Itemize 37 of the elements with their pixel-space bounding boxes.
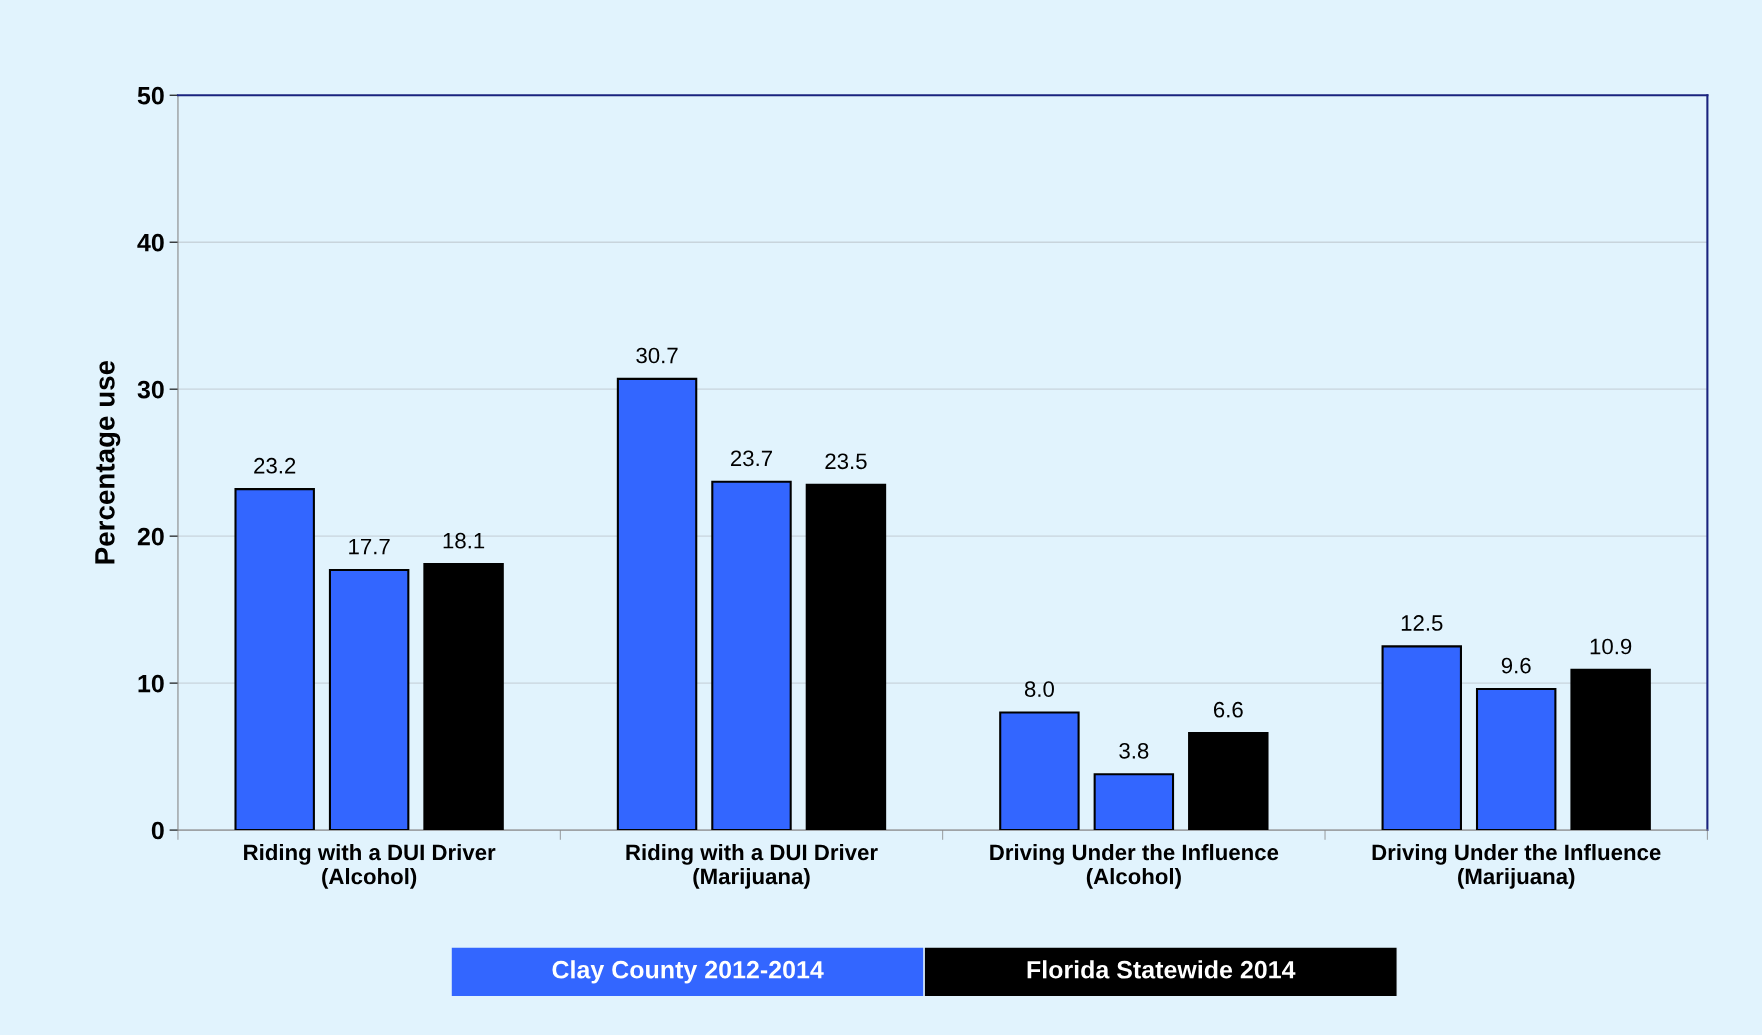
bar bbox=[423, 563, 504, 831]
y-axis-title: Percentage use bbox=[95, 360, 121, 564]
bar bbox=[616, 377, 698, 831]
text: 18.1 bbox=[443, 532, 485, 549]
text: 30.7 bbox=[636, 347, 678, 364]
x-tick-label: Riding with a DUI Driver (Alcohol) bbox=[244, 843, 496, 889]
y-tick-label: 30 bbox=[137, 380, 164, 399]
text: 9.6 bbox=[1501, 657, 1531, 674]
bar bbox=[711, 480, 792, 831]
bar bbox=[328, 568, 410, 831]
bar bbox=[805, 483, 887, 831]
text: 23.2 bbox=[254, 457, 296, 474]
text: Clay County 2012-2014 bbox=[552, 960, 824, 984]
text: 23.5 bbox=[825, 453, 867, 470]
y-tick-label: 10 bbox=[138, 674, 164, 693]
text: 6.6 bbox=[1213, 701, 1243, 718]
y-tick-label: 40 bbox=[137, 233, 164, 252]
text: 17.7 bbox=[349, 538, 390, 555]
text: 12.5 bbox=[1401, 615, 1443, 631]
bar bbox=[234, 488, 315, 831]
y-tick-label: 20 bbox=[137, 527, 164, 546]
bar bbox=[999, 711, 1080, 831]
bar bbox=[1188, 732, 1269, 831]
bar bbox=[1093, 773, 1175, 831]
bar bbox=[1570, 668, 1651, 831]
text: 23.7 bbox=[730, 450, 772, 467]
x-tick-label: Driving Under the Influence (Marijuana) bbox=[1372, 843, 1661, 889]
text: Florida Statewide 2014 bbox=[1027, 960, 1296, 979]
x-tick-label: Driving Under the Influence (Alcohol) bbox=[990, 843, 1279, 889]
text: 10.9 bbox=[1590, 638, 1632, 655]
x-tick-label: Riding with a DUI Driver (Marijuana) bbox=[626, 843, 878, 889]
y-tick-label: 0 bbox=[151, 821, 164, 840]
text: 8.0 bbox=[1024, 681, 1054, 697]
bar bbox=[1475, 687, 1557, 831]
y-tick-label: 50 bbox=[137, 86, 164, 105]
text: 3.8 bbox=[1119, 742, 1149, 759]
bar bbox=[1381, 645, 1462, 831]
